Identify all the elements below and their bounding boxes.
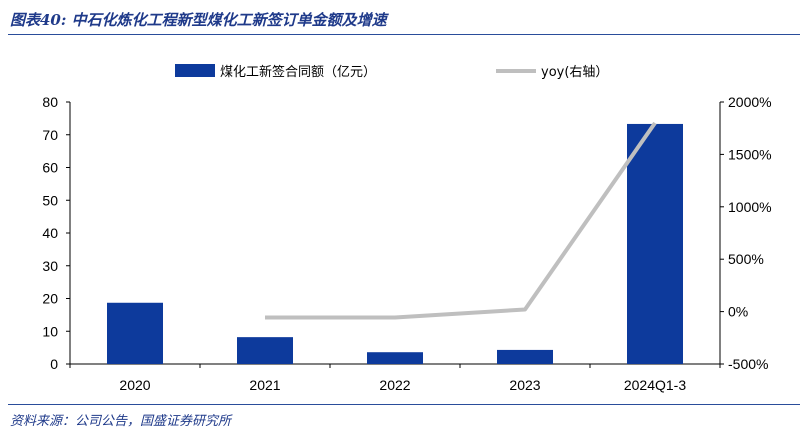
left-tick-label: 70 [42,127,58,143]
x-tick-label: 2024Q1-3 [624,377,686,393]
legend-label-line: yoy(右轴） [541,65,608,80]
left-tick-label: 20 [42,291,58,307]
x-tick-label: 2022 [379,377,410,393]
bar [237,337,293,364]
chart-title: 图表40: 中石化炼化工程新型煤化工新签订单金额及增速 [10,11,387,29]
bar [107,302,163,364]
left-tick-label: 80 [42,94,58,110]
bar [497,349,553,364]
left-tick-label: 30 [42,258,58,274]
footer-bar: 资料来源：公司公告，国盛证券研究所 [8,404,800,435]
bar [627,123,683,364]
left-tick-label: 10 [42,323,58,339]
x-tick-label: 2021 [249,377,280,393]
left-tick-label: 0 [50,356,58,372]
legend-swatch-bar [175,64,215,77]
left-tick-label: 40 [42,225,58,241]
right-tick-label: -500% [728,356,768,372]
right-tick-label: 2000% [728,94,772,110]
title-bar: 图表40: 中石化炼化工程新型煤化工新签订单金额及增速 [8,4,800,35]
left-tick-label: 60 [42,160,58,176]
x-tick-label: 2020 [119,377,150,393]
right-tick-label: 500% [728,251,764,267]
source-note: 资料来源：公司公告，国盛证券研究所 [10,414,232,429]
right-tick-label: 1000% [728,199,772,215]
legend-label-bar: 煤化工新签合同额（亿元） [220,64,376,80]
left-tick-label: 50 [42,192,58,208]
bar [367,352,423,364]
right-tick-label: 0% [728,304,748,320]
right-tick-label: 1500% [728,146,772,162]
yoy-line [265,121,657,320]
x-tick-label: 2023 [509,377,540,393]
